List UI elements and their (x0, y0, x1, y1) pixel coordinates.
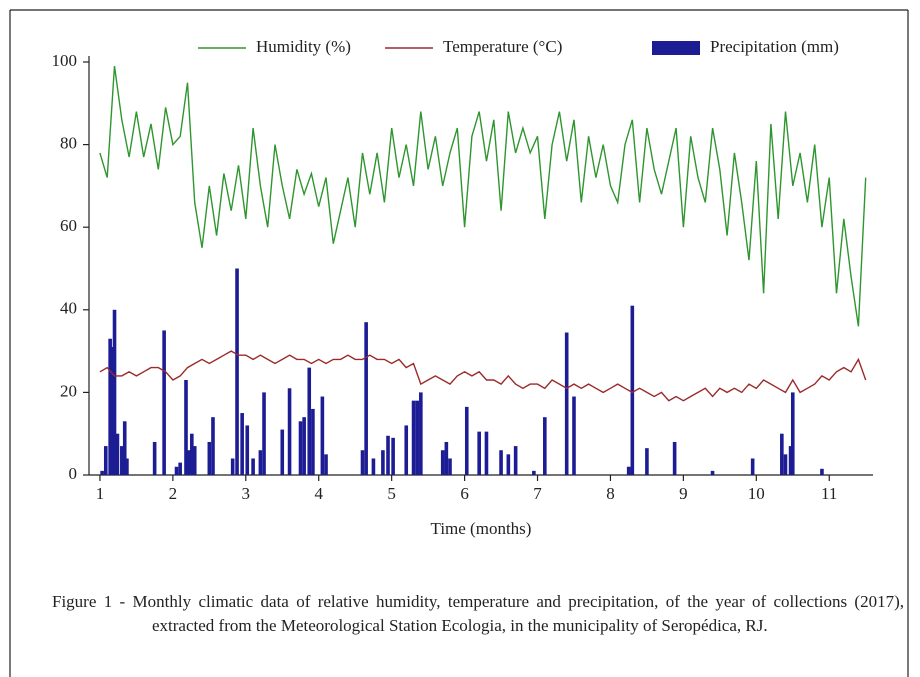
precipitation-bar (258, 450, 263, 475)
precipitation-bar (311, 408, 315, 475)
x-tick-label: 2 (169, 484, 178, 503)
precipitation-bar (788, 446, 793, 475)
precipitation-bar (543, 417, 547, 475)
precipitation-bar (364, 322, 368, 475)
x-tick-label: 6 (460, 484, 469, 503)
precipitation-bar (513, 446, 518, 475)
precipitation-bar (280, 429, 285, 475)
y-tick-label: 0 (69, 464, 78, 483)
precipitation-bar (391, 437, 395, 475)
x-tick-label: 10 (748, 484, 765, 503)
caption: Figure 1 - Monthly climatic data of rela… (52, 592, 904, 635)
precipitation-bar (499, 450, 503, 475)
precipitation-bar (230, 458, 235, 475)
y-tick-label: 40 (60, 299, 77, 318)
precipitation-bar (302, 417, 306, 475)
precipitation-bar (820, 468, 824, 475)
precipitation-bar (100, 470, 104, 475)
precipitation-bar (645, 448, 649, 475)
precipitation-bar (484, 431, 489, 475)
x-tick-label: 7 (533, 484, 542, 503)
y-tick-label: 100 (52, 51, 78, 70)
precipitation-bar (444, 441, 449, 475)
series-line (99, 66, 867, 327)
precipitation-bar (240, 413, 244, 475)
precipitation-bar (125, 458, 129, 475)
precipitation-bar (477, 431, 481, 475)
precipitation-bar (630, 305, 635, 475)
precipitation-bar (307, 367, 312, 475)
precipitation-bar (572, 396, 576, 475)
precipitation-bar (448, 458, 452, 475)
precipitation-bar (192, 446, 197, 475)
legend-label: Temperature (°C) (443, 37, 562, 56)
y-tick-label: 80 (60, 134, 77, 153)
x-tick-label: 5 (387, 484, 396, 503)
precipitation-bar (122, 421, 127, 475)
x-tick-label: 1 (96, 484, 105, 503)
precipitation-bar (211, 417, 215, 475)
precipitation-bar (112, 309, 117, 475)
precipitation-bar (506, 454, 511, 475)
legend-label: Humidity (%) (256, 37, 351, 56)
precipitation-bar (207, 441, 212, 475)
x-tick-label: 9 (679, 484, 688, 503)
x-axis-label: Time (months) (431, 519, 532, 538)
precipitation-bar (411, 400, 416, 475)
x-tick-label: 11 (821, 484, 837, 503)
precipitation-bar (324, 454, 328, 475)
precipitation-bar (298, 421, 303, 475)
precipitation-bar (251, 458, 255, 475)
legend-label: Precipitation (mm) (710, 37, 839, 56)
precipitation-bar (386, 435, 390, 475)
x-tick-label: 4 (314, 484, 323, 503)
precipitation-bar (381, 450, 385, 475)
precipitation-bar (108, 338, 112, 475)
precipitation-bar (360, 450, 365, 475)
precipitation-bar (464, 406, 469, 475)
precipitation-bar (672, 441, 677, 475)
precipitation-bar (564, 332, 569, 475)
precipitation-bar (115, 433, 120, 475)
precipitation-bar (287, 388, 292, 475)
precipitation-bar (120, 446, 124, 475)
precipitation-bar (178, 462, 182, 475)
precipitation-bar (187, 450, 191, 475)
precipitation-bar (152, 441, 157, 475)
x-tick-label: 3 (242, 484, 251, 503)
precipitation-bar (245, 425, 250, 475)
precipitation-bar (320, 396, 325, 475)
precipitation-bar (110, 346, 115, 475)
precipitation-bar (780, 433, 784, 475)
precipitation-bar (783, 454, 788, 475)
precipitation-bar (174, 466, 179, 475)
precipitation-bar (415, 400, 419, 475)
precipitation-bar (750, 458, 755, 475)
precipitation-bar (262, 392, 266, 475)
legend-swatch (652, 41, 700, 55)
precipitation-bar (371, 458, 376, 475)
precipitation-bar (162, 330, 166, 475)
precipitation-bar (190, 433, 194, 475)
precipitation-bar (790, 392, 795, 475)
series-line (99, 350, 867, 402)
precipitation-bar (103, 446, 108, 475)
y-tick-label: 60 (60, 216, 77, 235)
precipitation-bar (235, 268, 239, 475)
y-tick-label: 20 (60, 381, 77, 400)
precipitation-bar (626, 466, 631, 475)
precipitation-bar (184, 380, 188, 475)
precipitation-bar (440, 450, 445, 475)
x-tick-label: 8 (606, 484, 615, 503)
precipitation-bar (404, 425, 409, 475)
precipitation-bar (419, 392, 423, 475)
precipitation-bar (532, 470, 536, 475)
precipitation-bar (710, 470, 715, 475)
